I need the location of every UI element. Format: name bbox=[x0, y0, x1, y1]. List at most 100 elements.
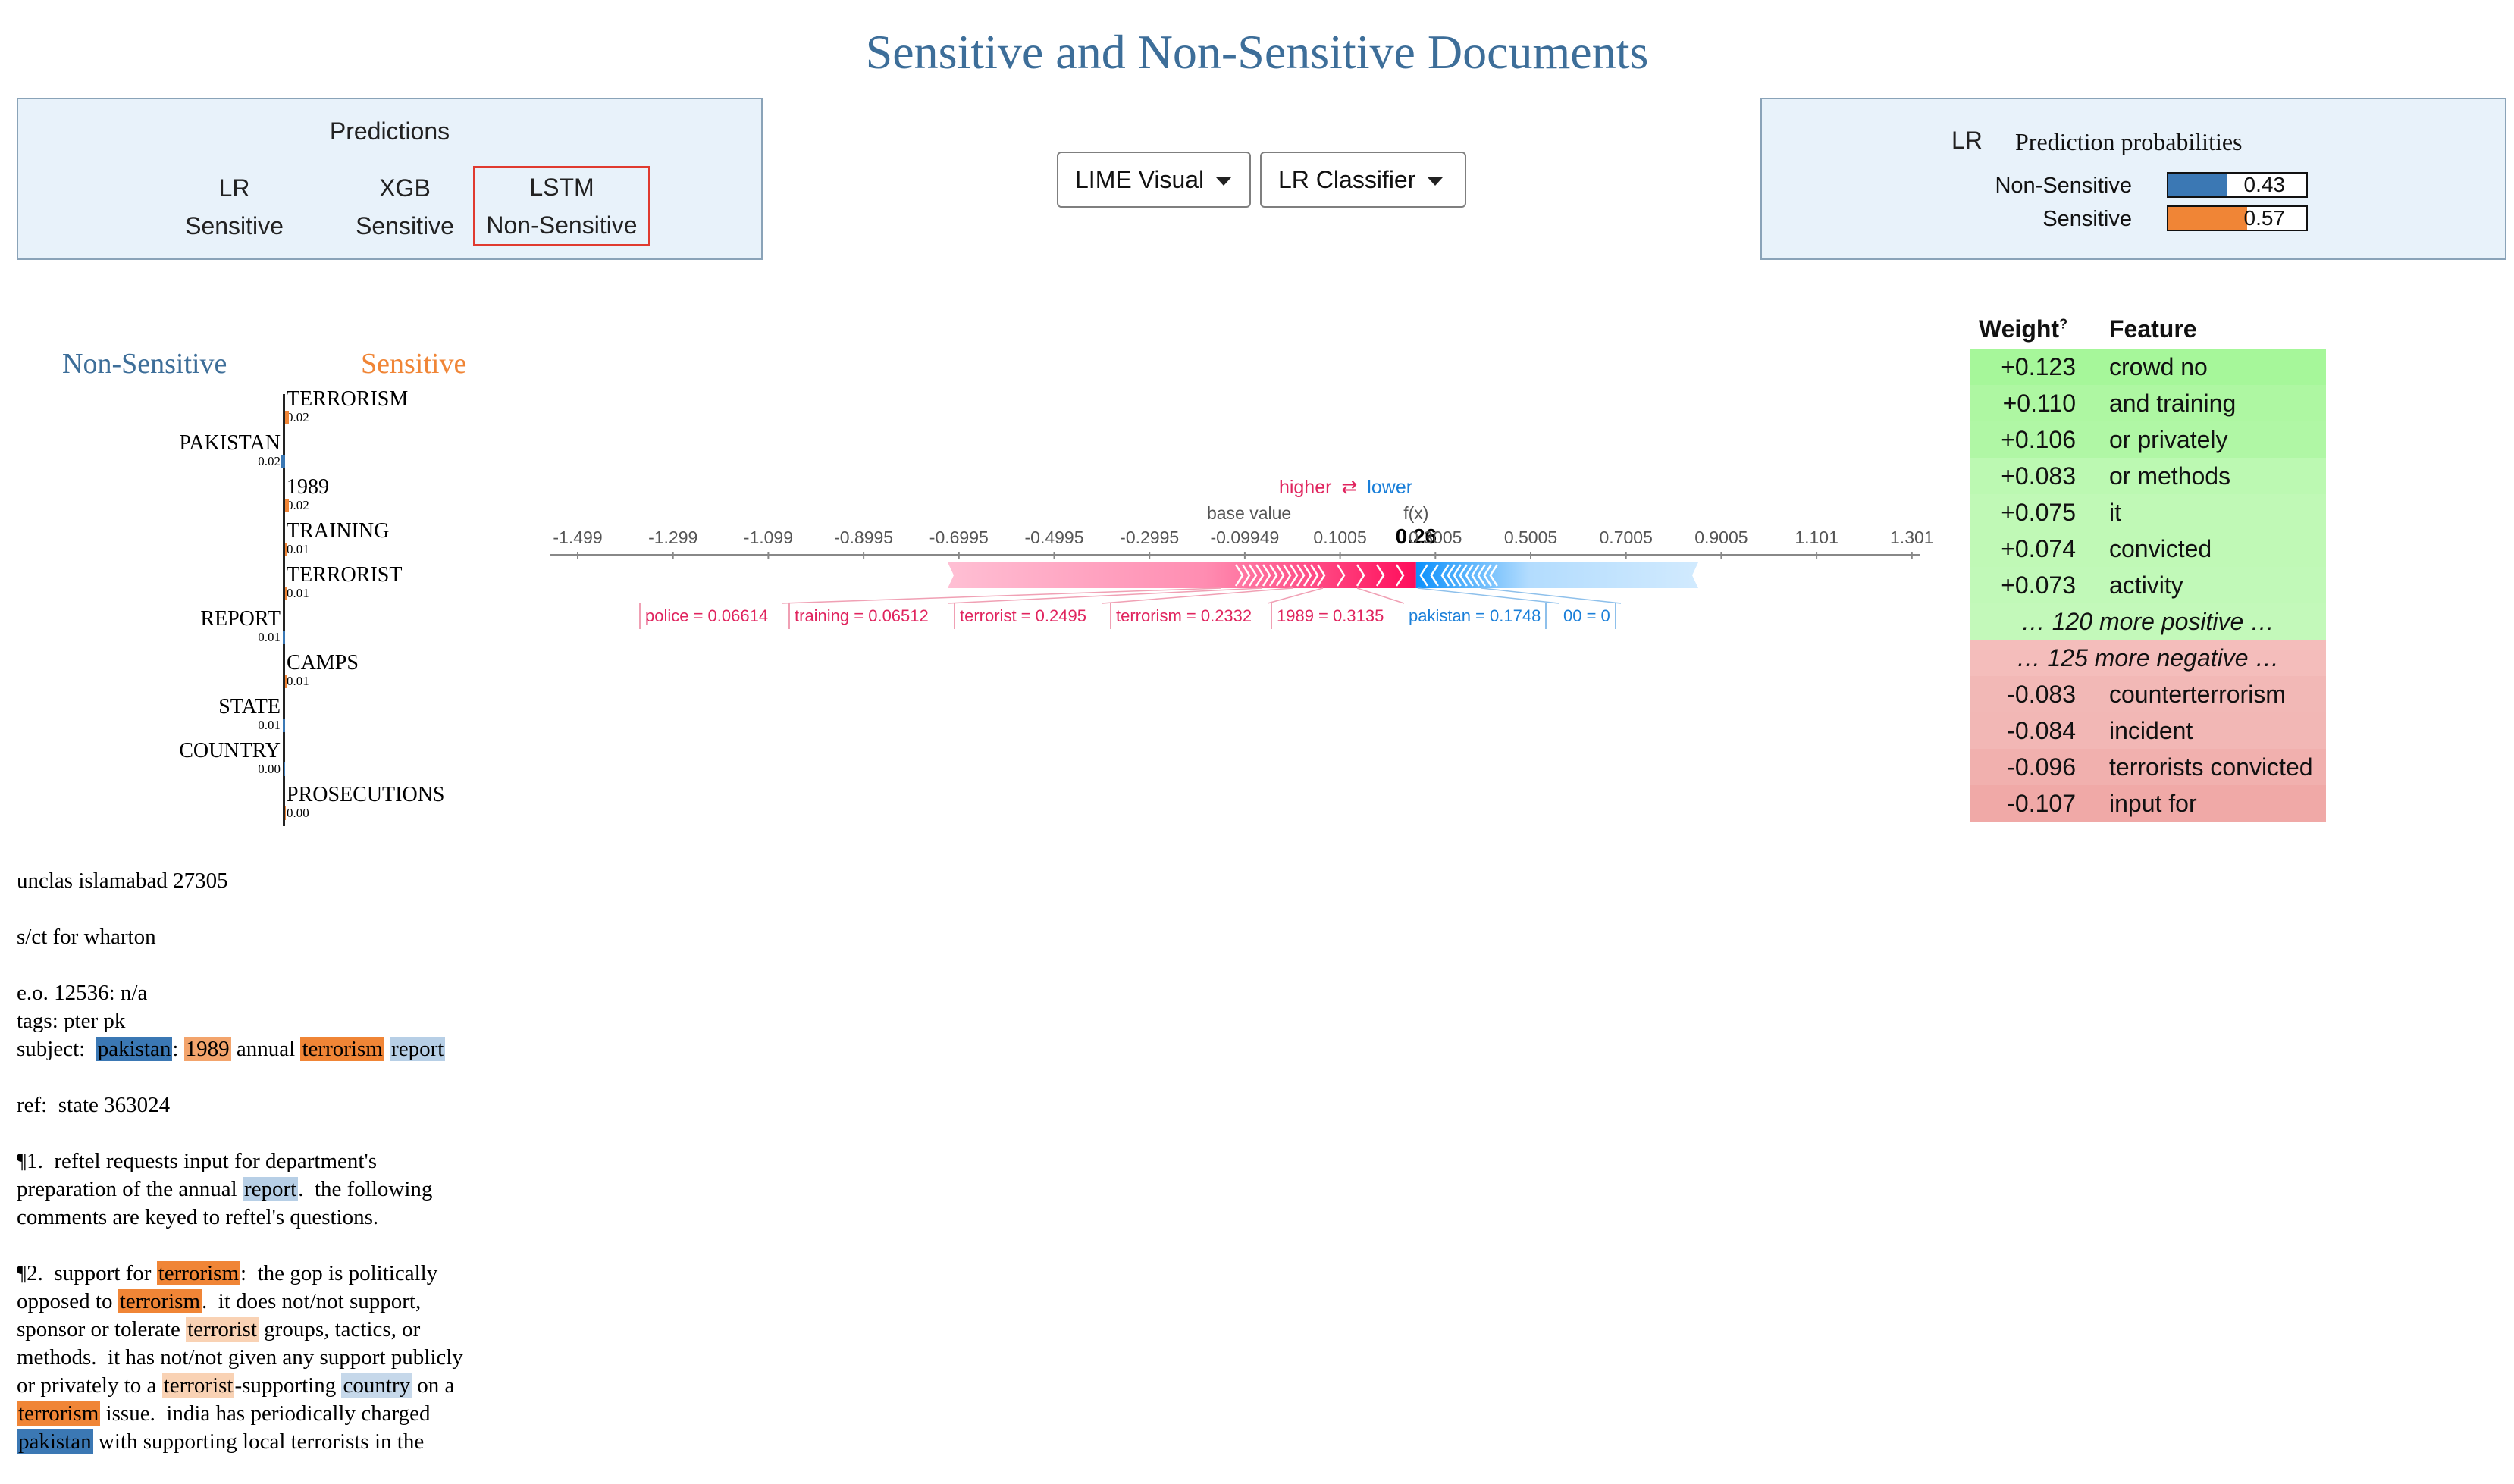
feature-name: crowd no bbox=[2109, 353, 2208, 380]
weight-value: -0.084 bbox=[2007, 717, 2076, 744]
force-plot-chevron bbox=[1459, 564, 1468, 587]
document-text-run: annual bbox=[230, 1037, 301, 1061]
force-plot-chevron bbox=[1262, 564, 1271, 587]
document-text-run: . the following comments are keyed to re… bbox=[17, 1177, 433, 1229]
force-plot-tick-label: 0.9005 bbox=[1694, 528, 1748, 547]
weight-value: +0.106 bbox=[2001, 426, 2076, 453]
model-name: LR bbox=[218, 174, 250, 202]
lime-feature-value: 0.02 bbox=[287, 410, 309, 424]
lime-feature-value: 0.02 bbox=[287, 498, 309, 512]
weight-header: Weight? bbox=[1979, 315, 2068, 343]
force-plot-chevron bbox=[1419, 564, 1428, 587]
document-text-run: : the gop is politically opposed to bbox=[17, 1261, 438, 1313]
lime-feature-value: 0.01 bbox=[287, 586, 309, 600]
force-plot-chevron bbox=[1275, 564, 1285, 587]
highlighted-word-report: report bbox=[242, 1177, 299, 1201]
force-plot-connector bbox=[947, 587, 1263, 604]
model-name: LSTM bbox=[529, 174, 594, 201]
document-text: unclas islamabad 27305 s/ct for wharton e.… bbox=[17, 867, 547, 1484]
lime-feature-name: 1989 bbox=[287, 475, 329, 499]
weight-value: +0.073 bbox=[2001, 571, 2076, 599]
document-paragraph: ¶2. support for terrorism: the gop is po… bbox=[17, 1260, 547, 1456]
weights-row-negative: -0.084 incident bbox=[1970, 712, 2326, 749]
force-plot-chevron bbox=[1268, 564, 1278, 587]
weight-value: +0.074 bbox=[2001, 535, 2076, 562]
highlighted-word-pakistan: pakistan bbox=[96, 1037, 173, 1061]
prob-label-sensitive: Sensitive bbox=[2042, 207, 2132, 231]
lime-feature-bar bbox=[285, 499, 289, 512]
higher-lower-legend: higher ⇄ lower bbox=[1279, 476, 1412, 499]
model-name: XGB bbox=[379, 174, 431, 202]
force-plot-chevron bbox=[1241, 564, 1251, 587]
weight-help-icon[interactable]: ? bbox=[2059, 316, 2068, 332]
highlighted-word-terrorism: terrorism bbox=[17, 1401, 101, 1426]
document-text-run: ¶1. reftel requests input for department… bbox=[17, 1149, 377, 1201]
weights-row-positive: +0.110 and training bbox=[1970, 385, 2326, 421]
document-text-run: s/ct for wharton bbox=[17, 925, 156, 949]
heading-sensitive: Sensitive bbox=[361, 348, 467, 380]
lime-feature-chart: Non-Sensitive Sensitive TERRORISM 0.02 PAK… bbox=[0, 333, 546, 834]
document-text-run: : bbox=[172, 1037, 184, 1061]
lime-feature-name: PROSECUTIONS bbox=[287, 783, 445, 806]
force-plot-tick-label: 0.7005 bbox=[1599, 528, 1653, 547]
force-plot-tick-label: -1.499 bbox=[553, 528, 603, 547]
force-plot-chevron bbox=[1282, 564, 1292, 587]
feature-name: or methods bbox=[2109, 462, 2231, 490]
highlighted-word-terrorist: terrorist bbox=[186, 1317, 259, 1342]
lower-label: lower bbox=[1367, 477, 1413, 498]
lime-feature-name: TERRORIST bbox=[287, 563, 403, 587]
model-label: Sensitive bbox=[185, 212, 284, 240]
force-plot-chevron bbox=[1395, 564, 1405, 587]
weight-value: -0.096 bbox=[2007, 753, 2076, 781]
lime-feature-bar bbox=[283, 719, 285, 732]
visual-dropdown[interactable]: LIME Visual bbox=[1057, 152, 1251, 208]
force-plot-chevron bbox=[1477, 564, 1486, 587]
lime-feature-value: 0.01 bbox=[258, 630, 281, 644]
predictions-panel: Predictions LR Sensitive XGB Sensitive L… bbox=[17, 98, 763, 260]
weight-value: +0.083 bbox=[2001, 462, 2076, 490]
weight-value: -0.107 bbox=[2007, 790, 2076, 817]
highlighted-word-1989: 1989 bbox=[183, 1037, 231, 1061]
force-plot-connector bbox=[1102, 587, 1293, 604]
force-plot-tick-label: 1.301 bbox=[1890, 528, 1934, 547]
force-plot-tick-label: -0.09949 bbox=[1210, 528, 1280, 547]
lime-feature-bar bbox=[285, 543, 287, 556]
prob-fill bbox=[2168, 174, 2228, 196]
classifier-dropdown[interactable]: LR Classifier bbox=[1260, 152, 1466, 208]
feature-name: convicted bbox=[2109, 535, 2212, 562]
heading-non-sensitive: Non-Sensitive bbox=[62, 348, 227, 380]
document-text-run: on a bbox=[417, 1373, 455, 1398]
page-title: Sensitive and Non-Sensitive Documents bbox=[865, 25, 1649, 79]
weights-table: Weight? Feature +0.123 crowd no +0.110 and … bbox=[1970, 309, 2326, 822]
highlighted-word-terrorist: terrorist bbox=[161, 1373, 235, 1398]
more-negative-row-label: … 125 more negative … bbox=[2016, 644, 2280, 672]
weights-row-positive: +0.106 or privately bbox=[1970, 421, 2326, 458]
lime-feature-bar bbox=[285, 587, 287, 600]
document-text-run: . it does not/not support, sponsor or to… bbox=[17, 1289, 422, 1342]
feature-name: it bbox=[2109, 499, 2121, 526]
force-plot-connector bbox=[1417, 587, 1559, 604]
document-text-run: -supporting bbox=[234, 1373, 342, 1398]
feature-header: Feature bbox=[2109, 315, 2197, 343]
force-plot-chevron bbox=[1483, 564, 1492, 587]
document-text-run: e.o. 12536: n/a tags: pter pk subject: bbox=[17, 981, 148, 1061]
fx-label: f(x) bbox=[1403, 503, 1429, 523]
force-plot-negative-band bbox=[1415, 562, 1698, 588]
document-text-run: with supporting local terrorists in the bbox=[92, 1429, 425, 1454]
force-plot-positive-band bbox=[948, 562, 1416, 588]
lime-feature-name: PAKISTAN bbox=[179, 431, 281, 455]
force-plot-tick-label: -1.099 bbox=[743, 528, 793, 547]
force-plot-positive-label: terrorism = 0.2332 bbox=[1110, 603, 1256, 629]
force-plot-chevron bbox=[1489, 564, 1498, 587]
force-plot-chevron bbox=[1440, 564, 1450, 587]
model-label: Non-Sensitive bbox=[486, 211, 638, 239]
more-positive-row-label: … 120 more positive … bbox=[2020, 608, 2275, 635]
lime-feature-name: TERRORISM bbox=[287, 387, 409, 411]
force-plot-tick-label: 1.101 bbox=[1795, 528, 1838, 547]
more-positive-row[interactable]: … 120 more positive … bbox=[1970, 603, 2326, 640]
force-plot-negative-label: pakistan = 0.1748 bbox=[1404, 603, 1547, 629]
more-negative-row[interactable]: … 125 more negative … bbox=[1970, 640, 2326, 676]
lime-feature-value: 0.01 bbox=[287, 542, 309, 556]
prob-fill bbox=[2168, 207, 2247, 230]
force-plot-tick-label: 0.5005 bbox=[1503, 528, 1558, 547]
